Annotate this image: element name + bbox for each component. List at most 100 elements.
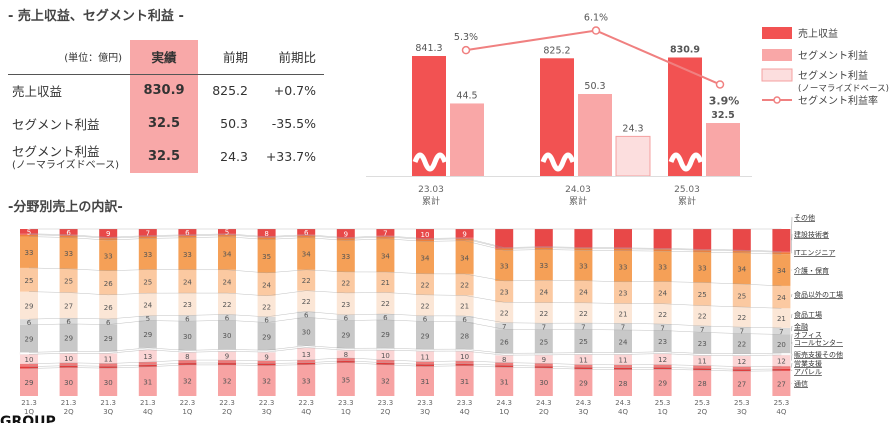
revenue-bar bbox=[540, 58, 574, 176]
stacked-segment-label: 25 bbox=[143, 278, 152, 286]
row-label-main: セグメント利益 bbox=[12, 117, 100, 132]
segment-margin-point bbox=[715, 80, 725, 89]
breakdown-category-label: 4Q bbox=[301, 408, 311, 416]
stacked-segment-label: 9 bbox=[106, 230, 110, 238]
stacked-segment-label: 25 bbox=[25, 277, 34, 285]
stacked-segment bbox=[416, 238, 434, 240]
breakdown-legend-label: 食品工場 bbox=[794, 310, 822, 319]
stacked-segment-label: 33 bbox=[579, 262, 588, 270]
stacked-segment bbox=[693, 250, 712, 253]
stacked-segment bbox=[455, 360, 474, 364]
stacked-segment bbox=[336, 240, 355, 272]
stacked-segment bbox=[336, 357, 355, 361]
stacked-segment bbox=[534, 323, 553, 330]
stacked-segment-label: 20 bbox=[777, 341, 786, 349]
revenue-data-label: 830.9 bbox=[670, 44, 700, 55]
stacked-segment-label: 7 bbox=[700, 326, 704, 334]
stacked-segment-label: 25 bbox=[737, 293, 746, 301]
stacked-segment bbox=[732, 371, 751, 396]
stacked-segment bbox=[138, 238, 157, 270]
row-label-sub: (ノーマライズドベース) bbox=[12, 160, 120, 171]
stacked-segment bbox=[257, 352, 276, 361]
stack-connector-line bbox=[28, 316, 782, 335]
breakdown-legend-label: コールセンター bbox=[794, 338, 843, 347]
breakdown-legend-leader bbox=[791, 216, 793, 241]
top-chart-category-label: 累計 bbox=[678, 195, 696, 207]
segment-margin-point bbox=[461, 45, 471, 55]
stacked-segment-label: 23 bbox=[500, 289, 509, 297]
stacked-segment bbox=[455, 240, 474, 274]
stacked-segment bbox=[138, 236, 157, 239]
stacked-segment bbox=[336, 350, 355, 358]
stacked-segment-label: 29 bbox=[579, 380, 588, 388]
breakdown-category-label: 23.3 bbox=[378, 399, 394, 407]
breakdown-category-label: 24.3 bbox=[496, 399, 512, 407]
stacked-segment-label: 23 bbox=[658, 338, 667, 346]
stacked-segment-label: 7 bbox=[542, 323, 546, 331]
stacked-segment-label: 27 bbox=[64, 302, 73, 310]
stacked-segment bbox=[416, 294, 434, 316]
stacked-segment-label: 9 bbox=[462, 230, 466, 238]
stacked-segment bbox=[614, 369, 632, 396]
stacked-segment-label: 28 bbox=[619, 380, 628, 388]
legend-label: セグメント利益 bbox=[798, 69, 868, 82]
revenue-data-label: 825.2 bbox=[543, 45, 570, 56]
row-label: セグメント利益 (ノーマライズドベース) bbox=[8, 140, 130, 173]
stacked-segment-label: 22 bbox=[421, 281, 430, 289]
stacked-segment-label: 35 bbox=[262, 253, 271, 261]
stacked-segment bbox=[59, 365, 78, 368]
breakdown-category-label: 21.3 bbox=[61, 399, 77, 407]
stacked-segment bbox=[534, 229, 553, 247]
stacked-segment-label: 33 bbox=[619, 263, 628, 271]
stacked-segment-label: 33 bbox=[183, 251, 192, 259]
stack-connector-line bbox=[28, 236, 782, 255]
previous-value: 825.2 bbox=[212, 83, 248, 99]
stacked-segment-label: 5 bbox=[146, 315, 150, 323]
actual-value: 32.5 bbox=[130, 107, 198, 140]
stacked-segment bbox=[416, 239, 434, 242]
stacked-segment bbox=[20, 236, 38, 268]
stacked-segment bbox=[693, 370, 712, 396]
stacked-segment bbox=[495, 247, 514, 249]
breakdown-category-label: 3Q bbox=[578, 408, 588, 416]
stacked-segment-label: 35 bbox=[341, 376, 350, 384]
stacked-segment bbox=[257, 272, 276, 296]
stacked-segment bbox=[257, 349, 276, 353]
stacked-segment-label: 30 bbox=[64, 379, 73, 387]
stacked-segment-label: 30 bbox=[104, 379, 113, 387]
stacked-segment bbox=[336, 362, 355, 396]
stacked-segment bbox=[455, 295, 474, 316]
stacked-segment bbox=[19, 352, 39, 355]
stacked-segment bbox=[653, 369, 672, 396]
stacked-segment bbox=[336, 348, 356, 351]
breakdown-legend-leader bbox=[791, 353, 793, 361]
segment-margin-line bbox=[465, 29, 721, 86]
stacked-segment bbox=[614, 323, 632, 330]
stacked-segment bbox=[416, 366, 434, 396]
stacked-segment bbox=[653, 324, 672, 331]
stacked-segment-label: 32 bbox=[381, 377, 390, 385]
stacked-segment bbox=[178, 229, 197, 235]
stacked-segment-label: 7 bbox=[740, 327, 744, 335]
stacked-segment-label: 12 bbox=[658, 356, 667, 364]
stacked-segment bbox=[693, 305, 712, 326]
stacked-segment bbox=[693, 252, 712, 283]
stacked-segment bbox=[653, 229, 672, 249]
stacked-segment bbox=[138, 362, 157, 365]
stacked-segment-label: 25 bbox=[539, 338, 548, 346]
stacked-segment bbox=[416, 229, 434, 239]
stacked-segment bbox=[218, 269, 236, 294]
stacked-segment bbox=[178, 293, 197, 316]
axis-break-mark bbox=[540, 152, 576, 172]
stacked-segment bbox=[257, 236, 276, 238]
stacked-segment bbox=[416, 321, 434, 350]
stacked-segment bbox=[297, 311, 316, 318]
breakdown-category-label: 3Q bbox=[420, 408, 430, 416]
breakdown-legend-label: オフィス bbox=[794, 331, 822, 339]
breakdown-category-label: 4Q bbox=[143, 408, 153, 416]
stacked-segment-label: 6 bbox=[304, 311, 309, 319]
stacked-segment-label: 33 bbox=[658, 263, 667, 271]
segment-margin-data-label: 6.1% bbox=[584, 13, 608, 24]
stacked-segment-label: 22 bbox=[698, 313, 707, 321]
stacked-segment bbox=[415, 348, 435, 352]
